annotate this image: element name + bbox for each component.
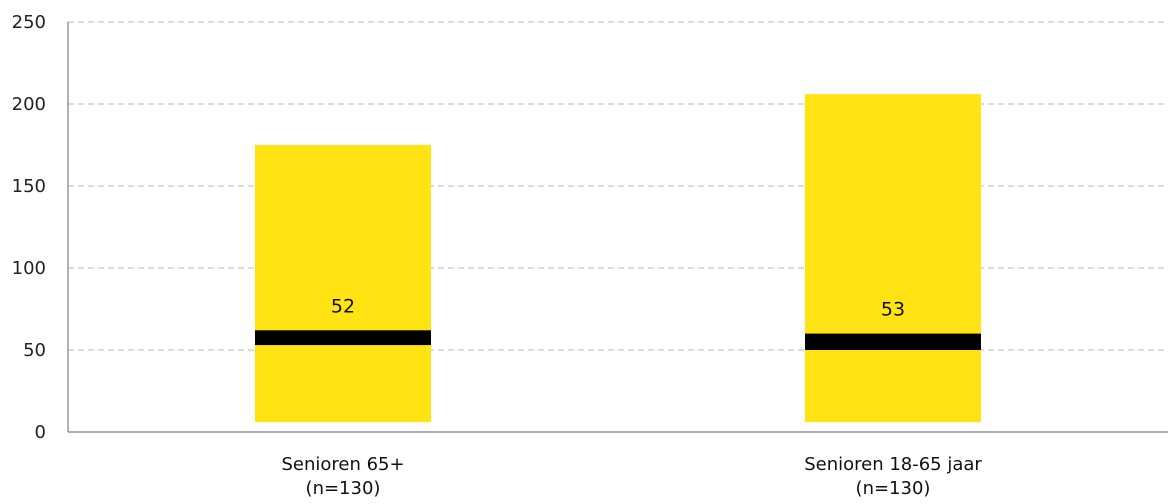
grid-layer	[68, 21, 1168, 351]
y-tick-label: 200	[12, 94, 46, 115]
labels-layer: 0 50 100 150 200 250 52 Senioren 65+ (n=130) 53 Se…	[12, 12, 983, 499]
y-tick-label: 150	[12, 176, 46, 197]
range-bar	[805, 94, 981, 423]
range-bar	[255, 145, 431, 423]
y-tick-label: 0	[35, 422, 46, 443]
median-data-label: 52	[331, 295, 355, 317]
median-marker	[255, 330, 431, 346]
category-label: (n=130)	[306, 478, 381, 499]
median-data-label: 53	[881, 299, 905, 321]
category-label: (n=130)	[856, 478, 931, 499]
axis-layer	[67, 22, 1168, 433]
y-tick-label: 250	[12, 12, 46, 33]
median-marker	[805, 333, 981, 350]
y-tick-label: 100	[12, 258, 46, 279]
category-label: Senioren 65+	[281, 454, 404, 475]
bars-layer	[255, 94, 981, 423]
y-tick-label: 50	[23, 340, 46, 361]
category-label: Senioren 18-65 jaar	[804, 454, 982, 475]
